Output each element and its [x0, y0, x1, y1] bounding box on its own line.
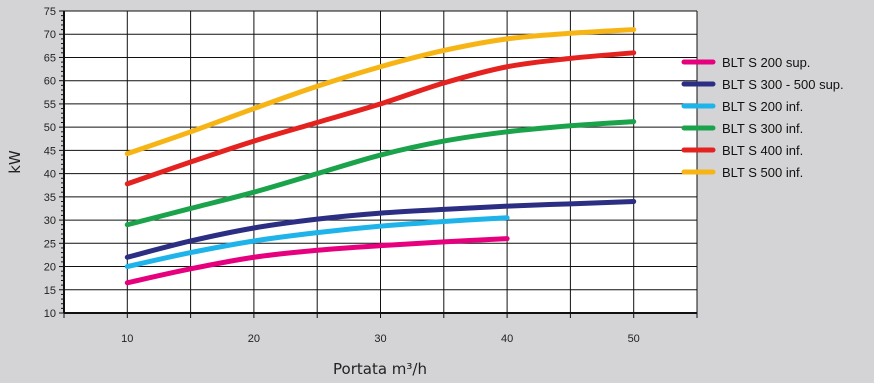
y-tick-label: 10	[44, 308, 56, 320]
x-tick-label: 20	[248, 333, 260, 345]
y-tick-label: 60	[44, 76, 56, 88]
legend: BLT S 200 sup. BLT S 300 - 500 sup. BLT S …	[681, 55, 844, 180]
y-axis-label: kW	[6, 150, 24, 174]
legend-label: BLT S 500 inf.	[722, 165, 803, 180]
y-tick-label: 75	[44, 6, 56, 18]
y-tick-label: 65	[44, 52, 56, 64]
y-tick-label: 45	[44, 145, 56, 157]
axes	[59, 10, 698, 318]
legend-label: BLT S 300 - 500 sup.	[722, 77, 844, 92]
series-line-blt-s-500-inf	[124, 27, 637, 157]
series-line-blt-s-200-sup	[124, 236, 510, 286]
legend-label: BLT S 400 inf.	[722, 143, 803, 158]
y-tick-label: 55	[44, 99, 56, 111]
y-tick-label: 70	[44, 29, 56, 41]
y-tick-label: 50	[44, 122, 56, 134]
x-tick-label: 50	[628, 333, 640, 345]
y-tick-label: 20	[44, 262, 56, 274]
series-line-blt-s-300-500-sup	[124, 198, 637, 260]
y-tick-label: 40	[44, 169, 56, 181]
x-tick-label: 30	[374, 333, 386, 345]
x-tick-label: 40	[501, 333, 513, 345]
tick-labels: 10 15 20 25 30 35 40 45 50 55 60 65 70 75 10 20 30 40 50	[44, 6, 640, 345]
legend-label: BLT S 200 sup.	[722, 55, 810, 70]
y-tick-label: 30	[44, 215, 56, 227]
legend-label: BLT S 200 inf.	[722, 99, 803, 114]
series-lines	[124, 27, 637, 286]
series-line-blt-s-200-inf	[124, 215, 510, 270]
y-tick-label: 25	[44, 238, 56, 250]
series-line-blt-s-400-inf	[124, 50, 637, 187]
x-tick-label: 10	[121, 333, 133, 345]
y-tick-label: 15	[44, 285, 56, 297]
legend-label: BLT S 300 inf.	[722, 121, 803, 136]
series-line-blt-s-300-inf	[124, 119, 637, 228]
x-axis-label: Portata m³/h	[333, 360, 427, 378]
y-tick-label: 35	[44, 192, 56, 204]
